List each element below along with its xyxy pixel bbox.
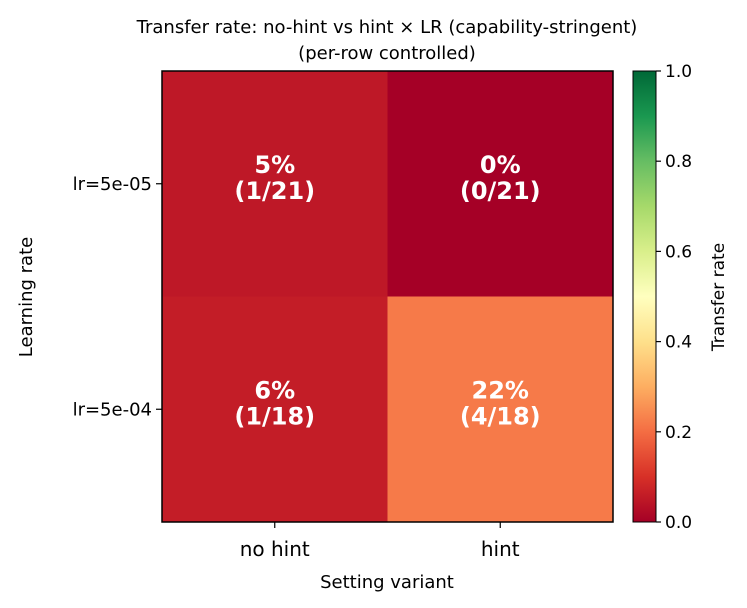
heatmap-cell — [162, 296, 388, 523]
colorbar-tick-label: 0.8 — [665, 152, 692, 172]
colorbar-label: Transfer rate — [709, 243, 729, 352]
heatmap-cells — [162, 71, 614, 523]
colorbar-tick-label: 0.6 — [665, 242, 692, 262]
chart-title: Transfer rate: no-hint vs hint × LR (cap… — [136, 17, 638, 38]
cell-count-label: (1/21) — [234, 177, 315, 205]
colorbar-tick-label: 0.0 — [665, 513, 692, 533]
cell-count-label: (0/21) — [460, 177, 541, 205]
cell-count-label: (4/18) — [460, 402, 541, 430]
x-axis-ticks: no hint hint — [240, 522, 520, 561]
heatmap-cell — [387, 71, 614, 297]
cell-percent-label: 5% — [254, 151, 295, 179]
cell-percent-label: 22% — [472, 376, 529, 404]
colorbar-ticks: 0.0 0.2 0.4 0.6 0.8 1.0 — [656, 62, 692, 533]
plot-frame — [161, 70, 614, 523]
colorbar — [632, 70, 657, 523]
x-tick-label: no hint — [240, 537, 310, 561]
heatmap-cell-labels: 5%(1/21) 0%(0/21) 6%(1/18) 22%(4/18) — [234, 151, 540, 431]
cell-count-label: (1/18) — [234, 402, 315, 430]
cell-percent-label: 0% — [480, 151, 521, 179]
heatmap-cell — [387, 296, 614, 523]
colorbar-tick-label: 0.4 — [665, 333, 692, 353]
x-tick-label: hint — [481, 537, 520, 561]
y-axis-ticks: lr=5e-05 lr=5e-04 — [73, 174, 162, 420]
cell-percent-label: 6% — [254, 376, 295, 404]
colorbar-tick-label: 1.0 — [665, 62, 692, 82]
y-tick-label: lr=5e-05 — [73, 174, 152, 195]
x-axis-label: Setting variant — [320, 572, 454, 593]
y-tick-label: lr=5e-04 — [73, 399, 152, 420]
y-axis-label: Learning rate — [16, 237, 37, 357]
chart-subtitle: (per-row controlled) — [298, 43, 476, 64]
heatmap-cell — [162, 71, 388, 297]
colorbar-tick-label: 0.2 — [665, 423, 692, 443]
